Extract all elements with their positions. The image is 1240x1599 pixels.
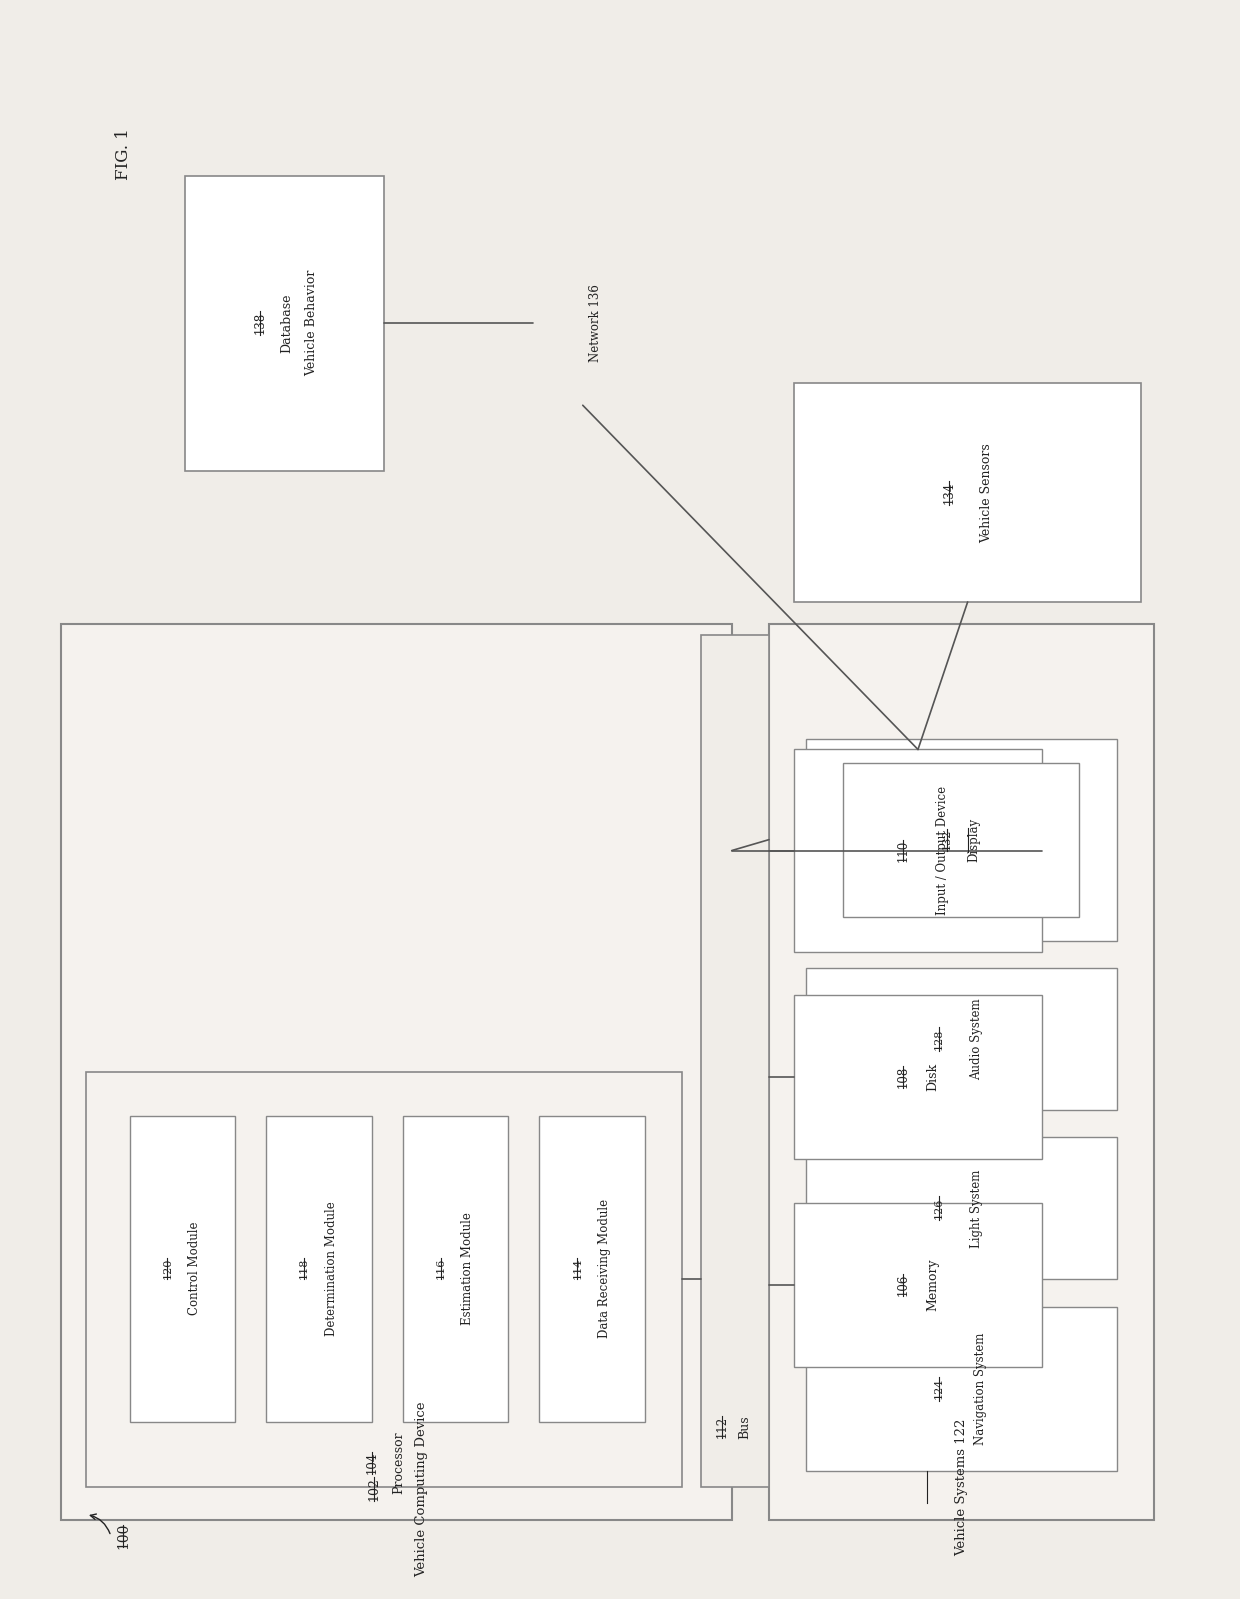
Text: 132: 132: [941, 828, 951, 851]
Text: 112: 112: [715, 1415, 729, 1438]
Text: Network 136: Network 136: [589, 285, 601, 363]
Polygon shape: [539, 1116, 645, 1422]
Polygon shape: [129, 1116, 236, 1422]
Text: 124: 124: [934, 1378, 944, 1399]
Polygon shape: [806, 739, 1117, 940]
Text: Memory: Memory: [926, 1258, 940, 1311]
Polygon shape: [794, 1202, 1042, 1367]
Text: Control Module: Control Module: [188, 1222, 201, 1316]
Text: Estimation Module: Estimation Module: [461, 1212, 475, 1326]
Text: 110: 110: [897, 839, 910, 862]
Text: 138: 138: [253, 312, 267, 334]
Text: Vehicle Behavior: Vehicle Behavior: [305, 270, 319, 376]
Polygon shape: [794, 750, 1042, 951]
Text: Vehicle Computing Device: Vehicle Computing Device: [415, 1401, 428, 1577]
Polygon shape: [86, 1071, 682, 1487]
Text: Database: Database: [280, 294, 294, 353]
Polygon shape: [403, 1116, 508, 1422]
Text: Display: Display: [967, 817, 981, 862]
Polygon shape: [769, 624, 1154, 1521]
Text: Light System: Light System: [970, 1169, 983, 1247]
Text: 114: 114: [572, 1258, 582, 1279]
Text: 128: 128: [934, 1028, 944, 1049]
Text: Processor: Processor: [393, 1431, 405, 1495]
Text: 104: 104: [366, 1452, 378, 1474]
Text: Determination Module: Determination Module: [325, 1201, 337, 1335]
Text: 130: 130: [962, 828, 972, 851]
Text: 116: 116: [435, 1258, 445, 1279]
Text: Disk: Disk: [926, 1063, 940, 1092]
Text: 134: 134: [942, 481, 956, 504]
Text: Audio System: Audio System: [970, 998, 983, 1079]
Text: Input / Output Device: Input / Output Device: [936, 787, 950, 915]
Text: Bus: Bus: [738, 1415, 751, 1439]
Polygon shape: [806, 967, 1117, 1110]
Polygon shape: [794, 995, 1042, 1159]
Text: Data Receiving Module: Data Receiving Module: [598, 1199, 611, 1338]
Polygon shape: [701, 635, 769, 1487]
Polygon shape: [61, 624, 732, 1521]
Polygon shape: [806, 1306, 1117, 1471]
Text: FIG. 1: FIG. 1: [115, 128, 131, 179]
Text: 102: 102: [368, 1477, 381, 1501]
Text: 118: 118: [299, 1258, 309, 1279]
Text: 108: 108: [897, 1067, 910, 1089]
Text: 106: 106: [897, 1274, 910, 1297]
Polygon shape: [843, 763, 1079, 916]
Text: Navigation System: Navigation System: [973, 1332, 987, 1445]
Text: Infotainment System: Infotainment System: [992, 777, 1006, 902]
Text: 100: 100: [117, 1524, 130, 1549]
Polygon shape: [806, 1137, 1117, 1279]
Polygon shape: [267, 1116, 372, 1422]
Text: 120: 120: [162, 1258, 172, 1279]
Polygon shape: [794, 384, 1142, 601]
Text: 126: 126: [934, 1198, 944, 1218]
Text: Vehicle Sensors: Vehicle Sensors: [980, 443, 993, 542]
Polygon shape: [186, 176, 384, 470]
Text: Vehicle Systems 122: Vehicle Systems 122: [955, 1418, 968, 1556]
